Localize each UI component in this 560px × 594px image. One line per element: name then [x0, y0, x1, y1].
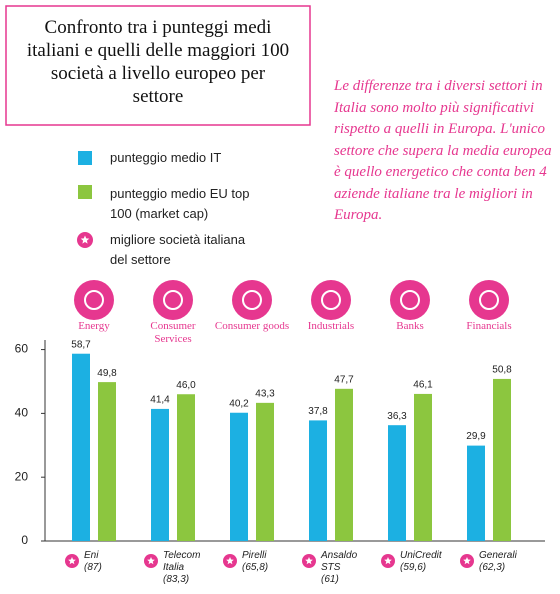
value-label: 50,8	[492, 365, 512, 376]
best-company-star	[147, 557, 155, 565]
bar	[335, 388, 353, 541]
sector-label: Energy	[78, 320, 110, 332]
bar	[388, 425, 406, 541]
legend-label: migliore società italiana del settore	[110, 232, 246, 267]
sector-icon	[153, 280, 193, 320]
company-score: (61)	[321, 574, 339, 585]
best-company-star	[384, 557, 392, 565]
company-score: (83,3)	[163, 574, 190, 585]
sector-icon	[74, 280, 114, 320]
legend-star	[80, 235, 90, 244]
sector-icon	[469, 280, 509, 320]
sector-icon-glyph	[321, 290, 341, 310]
company-name: Pirelli	[242, 550, 267, 561]
bar	[72, 353, 90, 541]
sector-label: Consumer Services	[150, 320, 196, 345]
value-label: 46,0	[176, 380, 196, 391]
value-label: 41,4	[150, 395, 170, 406]
company-score: (59,6)	[400, 562, 427, 573]
company-name: Eni	[84, 550, 99, 561]
sector-icon-glyph	[163, 290, 183, 310]
sector-icon-glyph	[242, 290, 262, 310]
bar	[151, 408, 169, 541]
legend-label: punteggio medio IT	[110, 150, 222, 165]
sector-label: Banks	[396, 320, 424, 332]
title-box	[5, 5, 311, 126]
sector-icon	[232, 280, 272, 320]
best-company-star	[68, 557, 76, 565]
bar	[414, 393, 432, 541]
sector-label: Industrials	[307, 320, 355, 332]
sector-label: Consumer goods	[214, 320, 290, 332]
y-tick-label: 40	[15, 406, 29, 420]
bar	[177, 394, 195, 541]
legend-swatch	[78, 185, 92, 199]
best-company-star	[463, 557, 471, 565]
company-name: Telecom Italia	[163, 550, 201, 573]
company-score: (65,8)	[242, 562, 269, 573]
value-label: 36,3	[387, 411, 407, 422]
annotation: Le differenze tra i diversi settori in I…	[334, 78, 552, 223]
value-label: 40,2	[229, 398, 249, 409]
sector-icon-glyph	[479, 290, 499, 310]
company-name: Ansaldo STS	[321, 550, 358, 573]
y-tick-label: 60	[15, 342, 29, 356]
legend-swatch	[78, 151, 92, 165]
bar	[230, 412, 248, 541]
value-label: 29,9	[466, 431, 486, 442]
y-tick-label: 0	[21, 533, 28, 547]
sector-icon-glyph	[84, 290, 104, 310]
best-company-star	[305, 557, 313, 565]
bar	[467, 445, 485, 541]
legend-label: punteggio medio EU top 100 (market cap)	[110, 186, 250, 221]
bar	[256, 402, 274, 541]
bar	[493, 378, 511, 541]
best-company-star	[226, 557, 234, 565]
sector-label: Financials	[466, 320, 512, 332]
value-label: 58,7	[71, 339, 91, 350]
value-label: 49,8	[97, 368, 117, 379]
y-tick-label: 20	[15, 469, 29, 483]
chart-title: Confronto tra i punteggi medi italiani e…	[26, 17, 290, 107]
value-label: 46,1	[413, 380, 433, 391]
sector-icon	[390, 280, 430, 320]
bar	[309, 420, 327, 541]
sector-icon-glyph	[400, 290, 420, 310]
company-score: (87)	[84, 562, 102, 573]
company-name: Generali	[479, 550, 517, 561]
value-label: 47,7	[334, 374, 354, 385]
value-label: 37,8	[308, 406, 328, 417]
sector-icon	[311, 280, 351, 320]
bar	[98, 382, 116, 541]
company-name: UniCredit	[400, 550, 442, 561]
value-label: 43,3	[255, 388, 275, 399]
company-score: (62,3)	[479, 562, 506, 573]
